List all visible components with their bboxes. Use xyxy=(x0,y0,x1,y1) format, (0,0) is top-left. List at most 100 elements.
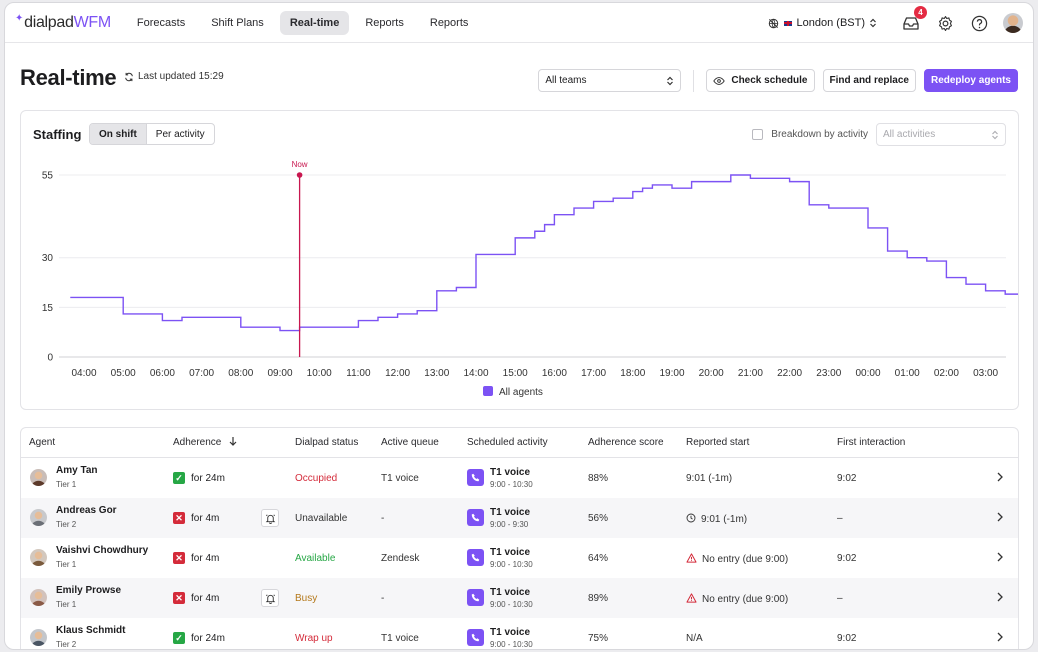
breakdown-checkbox[interactable] xyxy=(752,129,764,140)
reported-start: No entry (due 9:00) xyxy=(686,553,788,566)
app-window: ✦ dialpad WFM Forecasts Shift Plans Real-t… xyxy=(4,2,1034,650)
x-tick-label: 05:00 xyxy=(111,368,136,379)
bell-icon[interactable] xyxy=(261,589,279,607)
table-row[interactable]: Emily Prowse Tier 1 ✕ for 4m Busy - T1 voice 9:… xyxy=(21,578,1018,618)
redeploy-agents-button[interactable]: Redeploy agents xyxy=(923,69,1018,92)
legend-label: All agents xyxy=(499,387,543,398)
breakdown-label: Breakdown by activity xyxy=(771,129,868,140)
now-label: Now xyxy=(292,160,308,169)
inbox-button[interactable]: 4 xyxy=(901,6,927,33)
dialpad-status: Wrap up xyxy=(295,633,333,644)
x-tick-label: 01:00 xyxy=(895,368,920,379)
adherence-score: 56% xyxy=(588,513,609,524)
x-tick-label: 22:00 xyxy=(777,368,802,379)
reported-start: 9:01 (-1m) xyxy=(686,473,733,484)
last-updated: Last updated 15:29 xyxy=(124,71,224,82)
agent-name: Vaishvi Chowdhury xyxy=(56,545,149,556)
settings-button[interactable] xyxy=(935,13,955,33)
y-tick-label: 15 xyxy=(42,303,54,314)
clock-icon xyxy=(686,513,696,526)
scheduled-time: 9:00 - 10:30 xyxy=(490,640,533,649)
agent-tier: Tier 1 xyxy=(56,560,77,569)
x-tick-label: 09:00 xyxy=(267,368,292,379)
column-header-active-queue[interactable]: Active queue xyxy=(381,437,439,448)
toggle-on-shift[interactable]: On shift xyxy=(90,124,147,144)
active-queue: - xyxy=(381,513,385,524)
agent-avatar xyxy=(30,469,47,486)
agent-name: Andreas Gor xyxy=(56,505,117,516)
timezone-label: London (BST) xyxy=(796,17,865,29)
table-row[interactable]: Andreas Gor Tier 2 ✕ for 4m Unavailable - T1 v… xyxy=(21,498,1018,538)
chevron-right-icon[interactable] xyxy=(996,511,1004,526)
nav-item-shift-plans[interactable]: Shift Plans xyxy=(211,16,264,29)
now-marker xyxy=(296,172,303,178)
column-header-first-interaction[interactable]: First interaction xyxy=(837,437,906,448)
chevron-right-icon[interactable] xyxy=(996,551,1004,566)
breakdown-controls: Breakdown by activity All activities xyxy=(752,123,1006,146)
logo[interactable]: ✦ dialpad WFM xyxy=(15,12,111,31)
check-schedule-button[interactable]: Check schedule xyxy=(706,69,815,92)
x-tick-label: 07:00 xyxy=(189,368,214,379)
scheduled-activity: T1 voice xyxy=(490,627,531,638)
agent-name: Amy Tan xyxy=(56,465,98,476)
dialpad-status: Occupied xyxy=(295,473,338,484)
y-tick-label: 30 xyxy=(42,253,54,264)
active-queue: T1 voice xyxy=(381,473,419,484)
adherence-score: 75% xyxy=(588,633,609,644)
nav-item-reports[interactable]: Reports xyxy=(365,16,404,29)
column-header-reported-start[interactable]: Reported start xyxy=(686,437,750,448)
agents-table: Agent Adherence Dialpad status Active queue… xyxy=(20,427,1019,649)
agent-avatar xyxy=(30,549,47,566)
team-select[interactable]: All teams xyxy=(538,69,682,92)
table-row[interactable]: Vaishvi Chowdhury Tier 1 ✕ for 4m Available Z… xyxy=(21,538,1018,578)
phone-icon xyxy=(467,549,484,566)
x-tick-label: 11:00 xyxy=(346,368,371,379)
help-button[interactable] xyxy=(969,13,989,33)
view-toggle: On shift Per activity xyxy=(89,123,215,145)
scheduled-time: 9:00 - 10:30 xyxy=(490,480,533,489)
table-row[interactable]: Amy Tan Tier 1 ✓ for 24m Occupied T1 voice T1 … xyxy=(21,458,1018,498)
sort-arrow-icon[interactable] xyxy=(229,436,237,449)
page-header: Real-time Last updated 15:29 All teams C… xyxy=(20,61,1018,97)
x-tick-label: 14:00 xyxy=(463,368,488,379)
nav-item-real-time[interactable]: Real-time xyxy=(279,10,350,35)
reported-start: No entry (due 9:00) xyxy=(686,593,788,606)
nav-item-forecasts[interactable]: Forecasts xyxy=(136,16,186,29)
refresh-icon[interactable] xyxy=(124,72,134,82)
x-tick-label: 21:00 xyxy=(738,368,763,379)
table-row[interactable]: Klaus Schmidt Tier 2 ✓ for 24m Wrap up T1 voi… xyxy=(21,618,1018,649)
dialpad-status: Unavailable xyxy=(295,513,348,524)
nav-item-reports[interactable]: Reports xyxy=(429,16,469,29)
scheduled-time: 9:00 - 9:30 xyxy=(490,520,529,529)
notification-badge: 4 xyxy=(914,6,927,19)
find-replace-button[interactable]: Find and replace xyxy=(822,69,916,92)
activities-select[interactable]: All activities xyxy=(876,123,1006,146)
column-header-dialpad-status[interactable]: Dialpad status xyxy=(295,437,359,448)
timezone-selector[interactable]: London (BST) xyxy=(768,17,877,29)
phone-icon xyxy=(467,629,484,646)
x-tick-label: 04:00 xyxy=(71,368,96,379)
column-header-adherence-score[interactable]: Adherence score xyxy=(588,437,664,448)
table-header: Agent Adherence Dialpad status Active queue… xyxy=(21,428,1018,458)
toggle-per-activity[interactable]: Per activity xyxy=(155,128,205,140)
reported-start: N/A xyxy=(686,633,703,644)
x-tick-label: 03:00 xyxy=(973,368,998,379)
header-actions: All teams Check schedule Find and replac… xyxy=(538,69,1018,92)
gear-icon xyxy=(938,15,952,31)
first-interaction: 9:02 xyxy=(837,473,857,484)
agent-avatar xyxy=(30,629,47,646)
phone-icon xyxy=(467,469,484,486)
chevron-right-icon[interactable] xyxy=(996,631,1004,646)
adherence-duration: for 4m xyxy=(191,513,220,524)
staffing-card: Staffing On shift Per activity Breakdown… xyxy=(20,110,1019,410)
column-header-agent[interactable]: Agent xyxy=(29,437,56,448)
column-header-adherence[interactable]: Adherence xyxy=(173,437,222,448)
chevron-right-icon[interactable] xyxy=(996,471,1004,486)
bell-icon[interactable] xyxy=(261,509,279,527)
column-header-scheduled-activity[interactable]: Scheduled activity xyxy=(467,437,548,448)
y-tick-label: 55 xyxy=(42,171,54,182)
x-tick-label: 17:00 xyxy=(581,368,606,379)
scheduled-activity: T1 voice xyxy=(490,587,531,598)
chevron-right-icon[interactable] xyxy=(996,591,1004,606)
user-avatar[interactable] xyxy=(1003,13,1023,33)
